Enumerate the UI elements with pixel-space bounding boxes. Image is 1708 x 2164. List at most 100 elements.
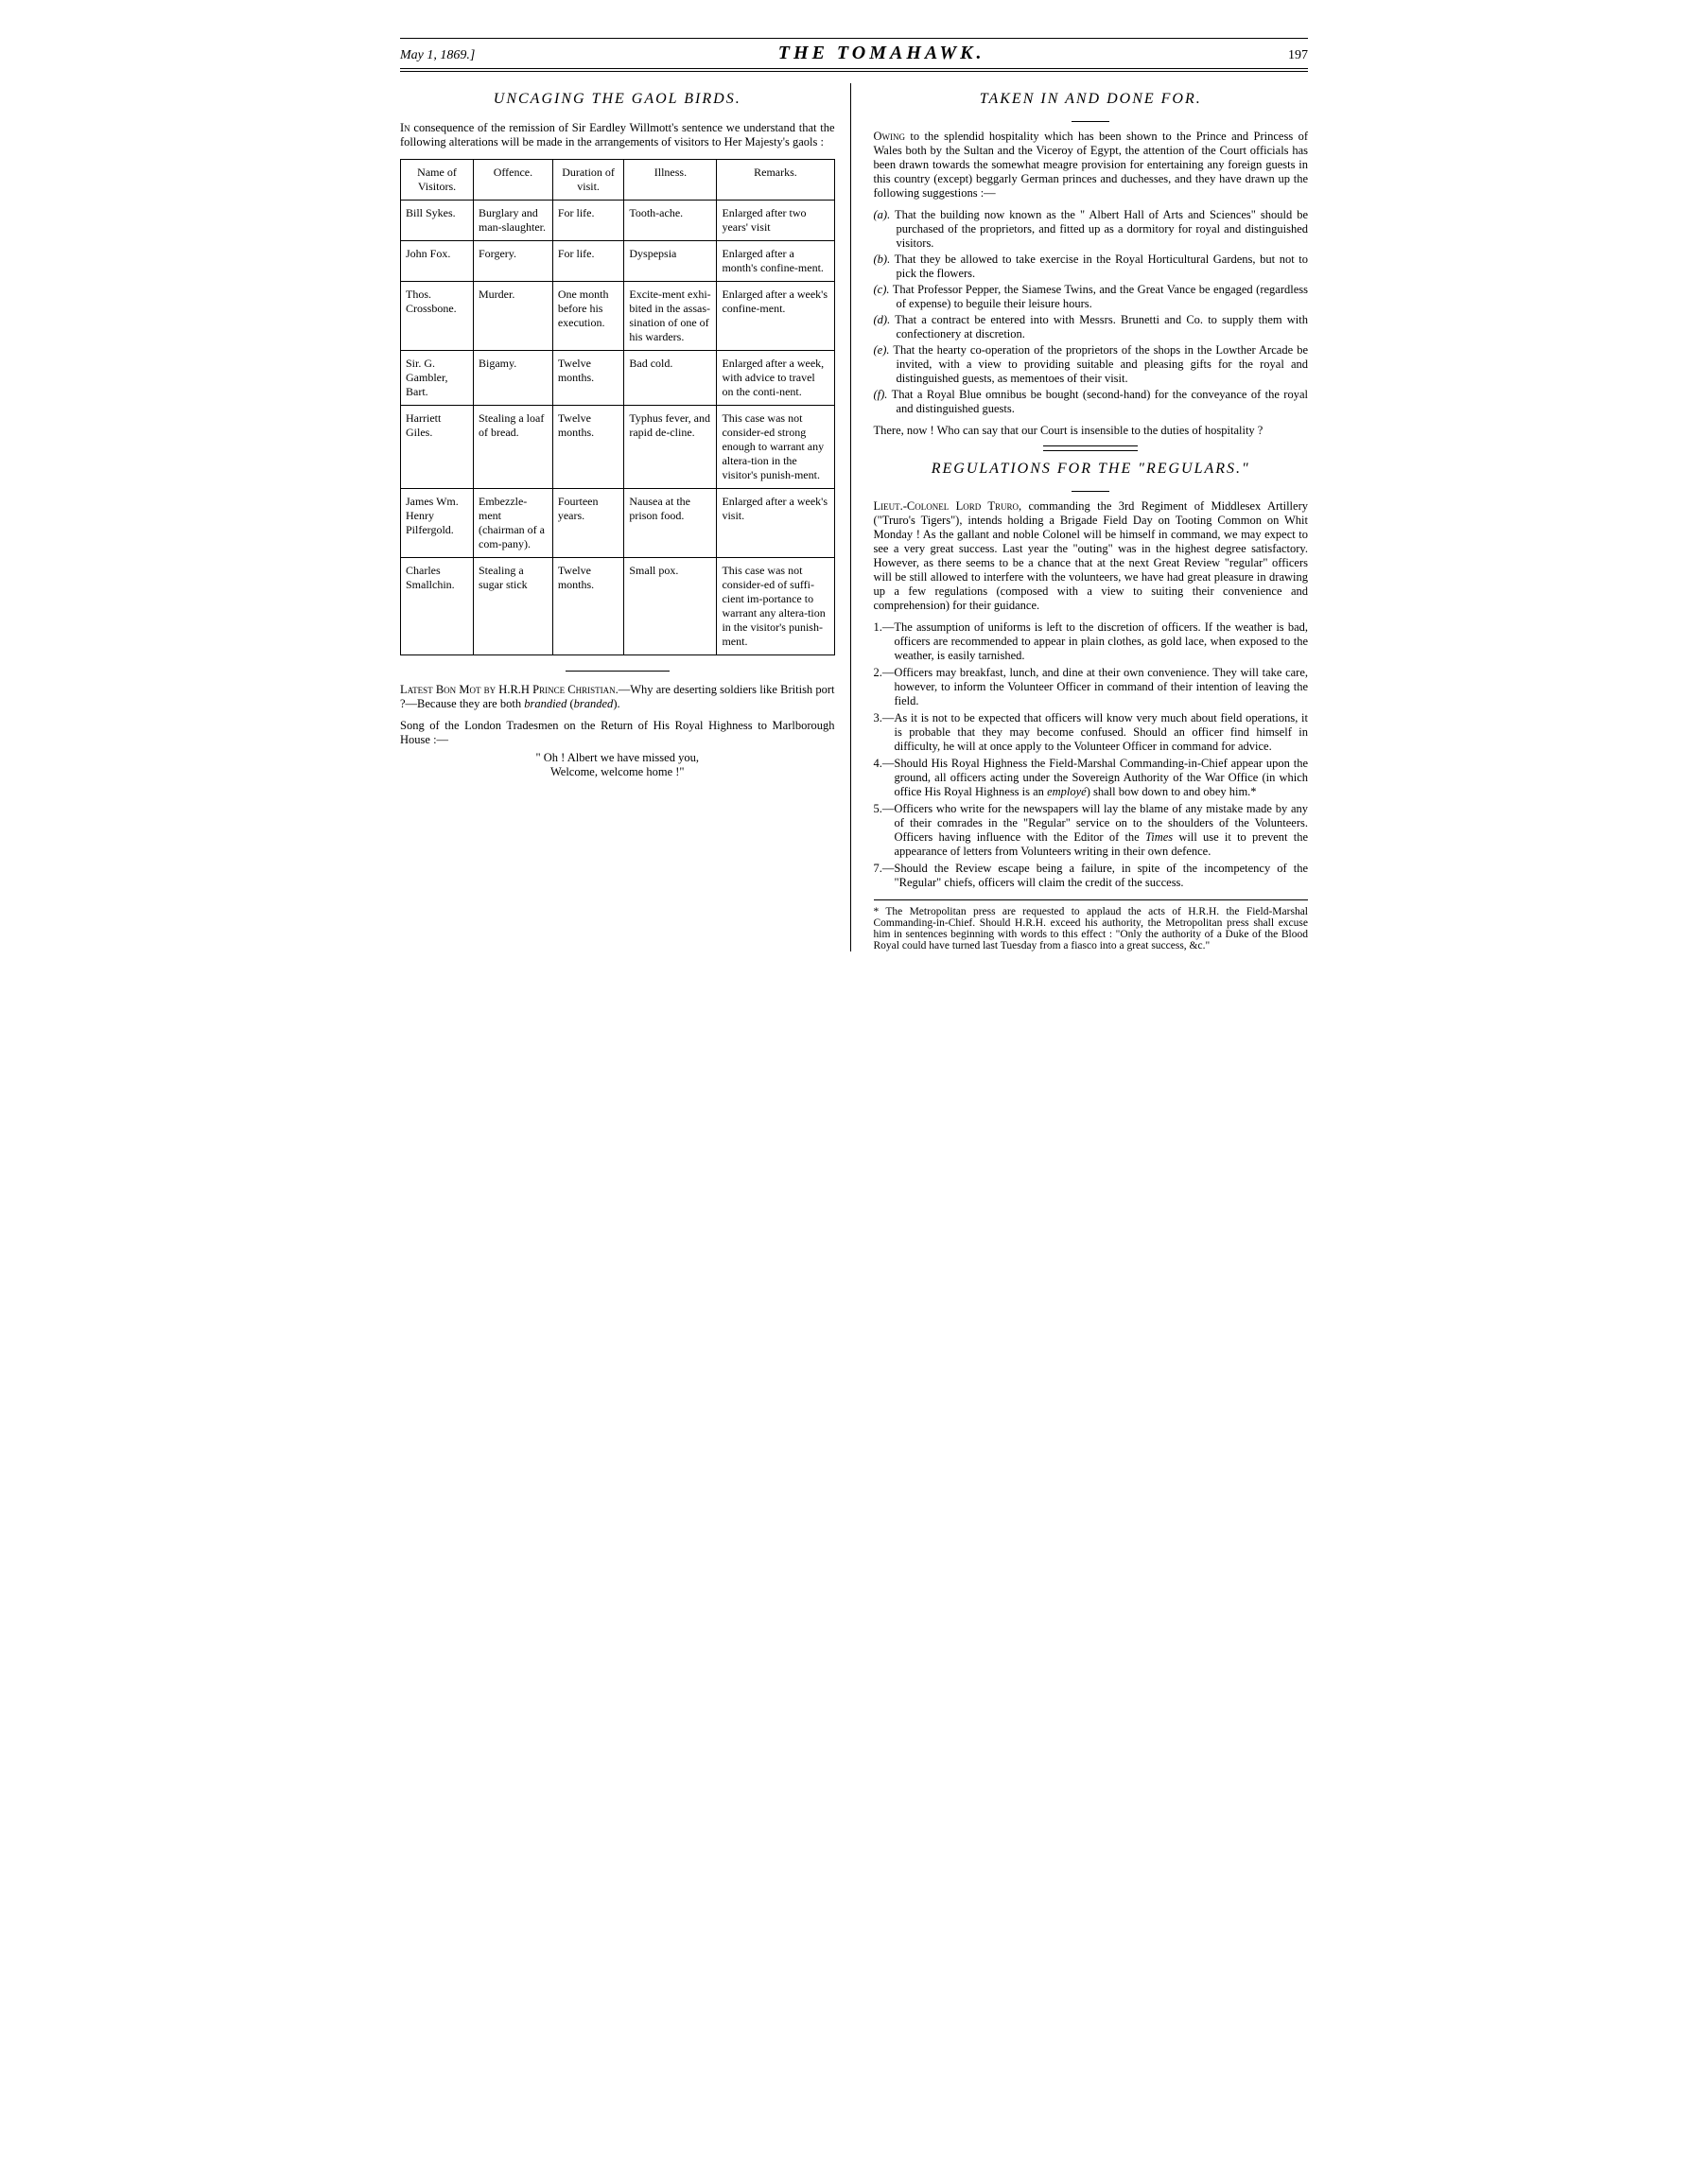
regulation-item: 2.—Officers may breakfast, lunch, and di… — [895, 666, 1309, 708]
table-cell: Small pox. — [624, 558, 717, 655]
bonmot-close: ). — [613, 697, 619, 710]
suggestion-text: That a contract be entered into with Mes… — [890, 313, 1308, 340]
section-divider — [1043, 445, 1138, 451]
suggestion-item: (a). That the building now known as the … — [897, 208, 1309, 251]
footnote: * The Metropolitan press are requested t… — [874, 899, 1309, 951]
suggestion-item: (c). That Professor Pepper, the Siamese … — [897, 283, 1309, 311]
visitors-tbody: Bill Sykes.Burglary and man-slaughter.Fo… — [401, 201, 835, 655]
page-number: 197 — [1288, 48, 1308, 63]
regulation-text: Officers who write for the newspapers wi… — [894, 802, 1308, 858]
suggestion-label: (e). — [874, 343, 890, 357]
table-cell: Enlarged after two years' visit — [717, 201, 834, 241]
regulation-item: 5.—Officers who write for the newspapers… — [895, 802, 1309, 859]
right-column: TAKEN IN AND DONE FOR. Owing to the sple… — [874, 83, 1309, 951]
table-cell: Tooth-ache. — [624, 201, 717, 241]
visitors-table: Name of Visitors.Offence.Duration of vis… — [400, 159, 835, 655]
song-block: Song of the London Tradesmen on the Retu… — [400, 719, 835, 779]
table-header: Remarks. — [717, 160, 834, 201]
regulations-list: 1.—The assumption of uniforms is left to… — [874, 620, 1309, 890]
suggestion-text: That Professor Pepper, the Siamese Twins… — [890, 283, 1309, 310]
table-cell: Enlarged after a week's confine-ment. — [717, 282, 834, 351]
suggestion-text: That they be allowed to take exercise in… — [890, 253, 1308, 280]
regulars-body: , commanding the 3rd Regiment of Middles… — [874, 499, 1309, 612]
table-cell: Embezzle-ment (chairman of a com-pany). — [474, 489, 553, 558]
table-cell: Thos. Crossbone. — [401, 282, 474, 351]
table-cell: Twelve months. — [552, 351, 624, 406]
table-row: James Wm. Henry Pilfergold.Embezzle-ment… — [401, 489, 835, 558]
table-header: Illness. — [624, 160, 717, 201]
article-title-gaol: UNCAGING THE GAOL BIRDS. — [400, 91, 835, 108]
issue-date: May 1, 1869.] — [400, 48, 475, 63]
table-cell: John Fox. — [401, 241, 474, 282]
regulation-number: 4.— — [874, 757, 895, 770]
intro-body: consequence of the remission of Sir Eard… — [400, 121, 835, 148]
table-cell: Bigamy. — [474, 351, 553, 406]
table-cell: Typhus fever, and rapid de-cline. — [624, 406, 717, 489]
divider — [566, 671, 670, 672]
table-cell: This case was not consider-ed of suffi-c… — [717, 558, 834, 655]
regulation-number: 5.— — [874, 802, 895, 815]
suggestion-label: (b). — [874, 253, 891, 266]
table-cell: James Wm. Henry Pilfergold. — [401, 489, 474, 558]
content-columns: UNCAGING THE GAOL BIRDS. In consequence … — [400, 83, 1308, 951]
title-rule-1 — [1072, 121, 1109, 122]
regulation-item: 1.—The assumption of uniforms is left to… — [895, 620, 1309, 663]
regulars-lead: Lieut.-Colonel Lord Truro — [874, 499, 1020, 513]
journal-title: THE TOMAHAWK. — [778, 43, 985, 64]
table-row: Thos. Crossbone.Murder.One month before … — [401, 282, 835, 351]
title-rule-2 — [1072, 491, 1109, 492]
bonmot-lead: Latest Bon Mot by H.R.H Prince Christian… — [400, 683, 619, 696]
song-lines: " Oh ! Albert we have missed you, Welcom… — [400, 751, 835, 779]
table-row: Harriett Giles.Stealing a loaf of bread.… — [401, 406, 835, 489]
table-row: Bill Sykes.Burglary and man-slaughter.Fo… — [401, 201, 835, 241]
suggestion-label: (c). — [874, 283, 890, 296]
regulation-text: Should His Royal Highness the Field-Mars… — [894, 757, 1308, 798]
table-cell: For life. — [552, 241, 624, 282]
suggestion-label: (d). — [874, 313, 891, 326]
table-cell: Fourteen years. — [552, 489, 624, 558]
table-header: Duration of visit. — [552, 160, 624, 201]
regulation-text: Should the Review escape being a failure… — [894, 862, 1308, 889]
taken-in-body: to the splendid hospitality which has be… — [874, 130, 1309, 200]
suggestion-list: (a). That the building now known as the … — [874, 208, 1309, 416]
article-title-taken-in: TAKEN IN AND DONE FOR. — [874, 91, 1309, 108]
regulation-item: 4.—Should His Royal Highness the Field-M… — [895, 757, 1309, 799]
regulation-number: 7.— — [874, 862, 895, 875]
taken-in-close: There, now ! Who can say that our Court … — [874, 424, 1309, 438]
table-cell: Twelve months. — [552, 558, 624, 655]
table-cell: Enlarged after a week, with advice to tr… — [717, 351, 834, 406]
visitors-thead: Name of Visitors.Offence.Duration of vis… — [401, 160, 835, 201]
taken-in-lead: Owing — [874, 130, 906, 143]
suggestion-text: That the building now known as the " Alb… — [890, 208, 1308, 250]
article-title-regulars: REGULATIONS FOR THE "REGULARS." — [874, 461, 1309, 478]
table-cell: Murder. — [474, 282, 553, 351]
page: May 1, 1869.] THE TOMAHAWK. 197 UNCAGING… — [400, 38, 1308, 951]
table-cell: One month before his execution. — [552, 282, 624, 351]
table-cell: Burglary and man-slaughter. — [474, 201, 553, 241]
suggestion-text: That the hearty co-operation of the prop… — [890, 343, 1309, 385]
bon-mot: Latest Bon Mot by H.R.H Prince Christian… — [400, 683, 835, 711]
table-cell: Enlarged after a week's visit. — [717, 489, 834, 558]
regulation-item: 7.—Should the Review escape being a fail… — [895, 862, 1309, 890]
suggestion-item: (e). That the hearty co-operation of the… — [897, 343, 1309, 386]
table-cell: Enlarged after a month's confine-ment. — [717, 241, 834, 282]
table-cell: For life. — [552, 201, 624, 241]
table-cell: Dyspepsia — [624, 241, 717, 282]
regulation-text: Officers may breakfast, lunch, and dine … — [894, 666, 1308, 707]
table-cell: Nausea at the prison food. — [624, 489, 717, 558]
song-lead: Song of the London Tradesmen on the Retu… — [400, 719, 835, 746]
table-cell: This case was not consider-ed strong eno… — [717, 406, 834, 489]
table-cell: Harriett Giles. — [401, 406, 474, 489]
regulars-para: Lieut.-Colonel Lord Truro, commanding th… — [874, 499, 1309, 613]
table-cell: Stealing a sugar stick — [474, 558, 553, 655]
regulation-number: 1.— — [874, 620, 895, 634]
table-header: Name of Visitors. — [401, 160, 474, 201]
taken-in-para: Owing to the splendid hospitality which … — [874, 130, 1309, 201]
regulation-text: The assumption of uniforms is left to th… — [894, 620, 1308, 662]
song-line-2: Welcome, welcome home !" — [550, 765, 685, 778]
table-cell: Sir. G. Gambler, Bart. — [401, 351, 474, 406]
bonmot-em2: branded — [574, 697, 614, 710]
table-cell: Excite-ment exhi-bited in the assas-sina… — [624, 282, 717, 351]
suggestion-item: (b). That they be allowed to take exerci… — [897, 253, 1309, 281]
table-cell: Forgery. — [474, 241, 553, 282]
